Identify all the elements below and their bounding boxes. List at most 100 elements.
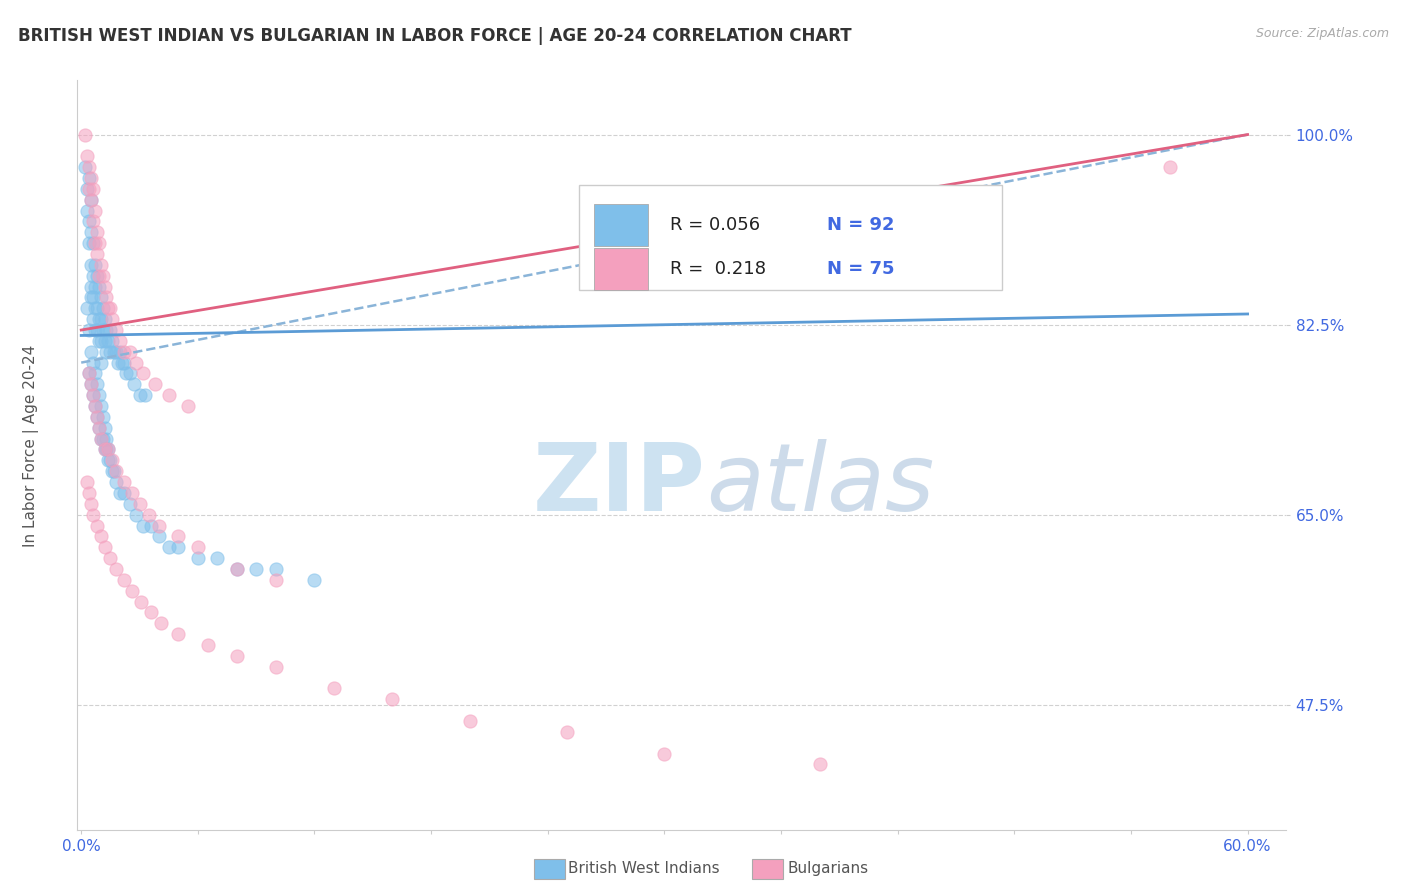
Point (225, 562, 247, 576)
Point (264, 562, 287, 576)
Point (808, 757, 831, 772)
Point (90, 258, 112, 272)
Point (149, 616, 172, 631)
Point (96, 323, 118, 337)
Point (124, 508, 146, 522)
FancyBboxPatch shape (579, 186, 1002, 290)
Text: R = 0.056: R = 0.056 (669, 216, 761, 234)
Point (82, 290, 104, 304)
Point (112, 356, 135, 370)
Point (132, 367, 155, 381)
Point (91, 323, 114, 337)
Point (80, 258, 103, 272)
Text: In Labor Force | Age 20-24: In Labor Force | Age 20-24 (22, 345, 39, 547)
Point (90, 334, 112, 348)
Point (118, 367, 141, 381)
Point (77, 367, 100, 381)
Point (143, 377, 166, 392)
Point (167, 540, 190, 554)
Point (82, 182, 104, 196)
Point (108, 486, 131, 500)
Point (112, 344, 135, 359)
Point (187, 551, 209, 566)
Text: R =  0.218: R = 0.218 (669, 260, 766, 278)
Point (77, 486, 100, 500)
Point (80, 171, 103, 186)
Point (112, 475, 135, 489)
Point (96, 432, 118, 446)
Point (105, 562, 128, 576)
Point (86, 409, 108, 424)
Point (654, 747, 676, 761)
Point (87, 388, 110, 402)
Point (105, 475, 128, 489)
Point (177, 399, 200, 413)
Point (86, 409, 108, 424)
Point (97, 442, 120, 457)
Point (103, 464, 125, 478)
Point (264, 659, 287, 673)
Point (80, 193, 103, 207)
Point (96, 442, 118, 457)
Point (83, 399, 105, 413)
Point (91, 409, 114, 424)
Point (141, 518, 163, 533)
Point (83, 323, 105, 337)
Point (83, 367, 105, 381)
Point (97, 334, 120, 348)
Point (112, 486, 135, 500)
Point (87, 421, 110, 435)
Point (157, 540, 180, 554)
Point (86, 301, 108, 316)
Point (101, 312, 124, 326)
Point (93, 421, 115, 435)
Text: Bulgarians: Bulgarians (787, 862, 869, 876)
Point (207, 551, 229, 566)
Point (87, 236, 110, 251)
Point (77, 214, 100, 228)
Point (80, 377, 103, 392)
Point (100, 301, 122, 316)
Point (90, 432, 112, 446)
Point (1159, 160, 1181, 174)
Point (86, 247, 108, 261)
Point (82, 214, 104, 228)
Point (83, 399, 105, 413)
Point (157, 388, 180, 402)
Point (124, 356, 146, 370)
Point (87, 421, 110, 435)
Point (90, 529, 112, 543)
Point (76, 203, 98, 218)
Point (86, 518, 108, 533)
Point (105, 464, 128, 478)
Text: British West Indians: British West Indians (568, 862, 720, 876)
Point (97, 301, 120, 316)
Point (80, 377, 103, 392)
Point (83, 236, 105, 251)
Point (87, 334, 110, 348)
Point (83, 258, 105, 272)
Point (100, 551, 122, 566)
Point (167, 529, 190, 543)
Point (93, 334, 115, 348)
Point (90, 399, 112, 413)
Point (93, 279, 115, 293)
Point (82, 388, 104, 402)
Text: N = 92: N = 92 (827, 216, 894, 234)
Point (83, 279, 105, 293)
Point (138, 508, 160, 522)
Point (122, 377, 145, 392)
Point (148, 529, 170, 543)
Point (97, 453, 120, 467)
Point (167, 627, 190, 641)
Point (108, 334, 131, 348)
Point (121, 583, 143, 598)
Point (323, 681, 346, 696)
Point (80, 290, 103, 304)
Point (90, 312, 112, 326)
Point (141, 606, 163, 620)
Point (77, 367, 100, 381)
Point (107, 356, 129, 370)
Point (76, 149, 98, 163)
Point (83, 203, 105, 218)
